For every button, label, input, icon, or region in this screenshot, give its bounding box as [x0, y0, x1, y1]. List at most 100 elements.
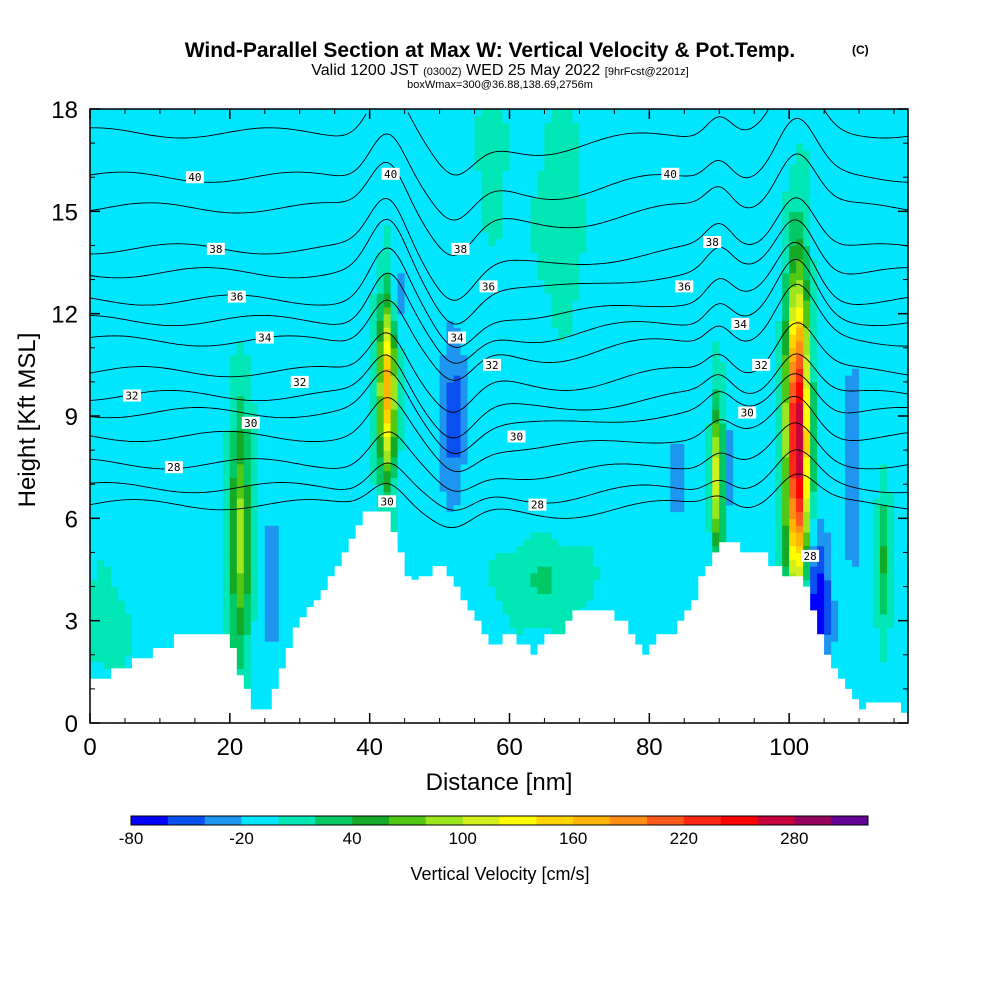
w-cell: [187, 245, 196, 253]
w-cell: [425, 497, 434, 506]
w-cell: [278, 627, 287, 635]
w-cell: [131, 450, 140, 458]
w-cell: [313, 497, 322, 506]
w-cell: [173, 197, 182, 206]
w-cell: [341, 361, 350, 369]
w-cell: [299, 443, 308, 451]
w-cell: [166, 320, 175, 328]
w-cell: [229, 531, 238, 540]
w-cell: [173, 115, 182, 124]
w-cell: [264, 422, 273, 431]
w-cell: [369, 238, 378, 247]
w-cell: [103, 511, 112, 519]
w-cell: [306, 115, 315, 124]
w-cell: [90, 531, 98, 540]
w-cell: [152, 115, 161, 124]
w-cell: [110, 204, 119, 212]
w-cell: [467, 190, 476, 199]
w-cell: [341, 252, 350, 260]
w-cell: [313, 136, 322, 144]
w-cell: [152, 286, 161, 294]
w-cell: [439, 402, 448, 410]
w-cell: [96, 340, 105, 349]
w-cell: [278, 265, 287, 274]
w-cell: [264, 470, 273, 478]
w-cell: [271, 559, 280, 567]
w-cell: [194, 566, 203, 574]
w-cell: [271, 429, 280, 438]
w-cell: [397, 361, 406, 369]
w-cell: [397, 450, 406, 458]
w-cell: [152, 109, 161, 117]
w-cell: [369, 361, 378, 369]
w-cell: [152, 190, 161, 199]
w-cell: [271, 149, 280, 158]
w-cell: [264, 293, 273, 301]
w-cell: [278, 416, 287, 424]
w-cell: [173, 204, 182, 212]
w-cell: [180, 422, 189, 431]
w-cell: [166, 545, 175, 554]
w-cell: [320, 381, 329, 390]
w-cell: [110, 184, 119, 192]
w-cell: [124, 443, 133, 451]
w-cell: [236, 381, 245, 390]
w-cell: [257, 675, 266, 683]
w-cell: [243, 572, 252, 581]
w-cell: [278, 620, 287, 629]
w-cell: [110, 511, 119, 519]
w-cell: [292, 218, 301, 226]
w-cell: [320, 402, 329, 410]
w-cell: [257, 695, 266, 704]
w-cell: [96, 279, 105, 287]
w-cell: [243, 197, 252, 206]
w-cell: [369, 306, 378, 315]
w-cell: [278, 531, 287, 540]
w-cell: [313, 245, 322, 253]
w-cell: [194, 511, 203, 519]
w-cell: [278, 381, 287, 390]
w-cell: [96, 347, 105, 356]
w-cell: [187, 265, 196, 274]
w-cell: [180, 286, 189, 294]
w-cell: [278, 190, 287, 199]
w-cell: [159, 313, 168, 322]
w-cell: [180, 409, 189, 417]
w-cell: [376, 429, 385, 438]
w-cell: [131, 354, 140, 363]
w-cell: [278, 334, 287, 342]
w-cell: [348, 211, 357, 219]
w-cell: [397, 163, 406, 171]
w-cell: [166, 443, 175, 451]
w-cell: [418, 538, 427, 547]
w-cell: [208, 436, 217, 444]
w-cell: [362, 429, 371, 438]
w-cell: [201, 149, 210, 158]
w-cell: [257, 368, 266, 376]
w-cell: [327, 238, 336, 247]
w-cell: [327, 279, 336, 287]
w-cell: [306, 422, 315, 431]
w-cell: [215, 613, 224, 622]
w-cell: [334, 197, 343, 206]
w-cell: [152, 368, 161, 376]
w-cell: [271, 484, 280, 492]
w-cell: [341, 381, 350, 390]
w-cell: [257, 143, 266, 151]
w-cell: [194, 218, 203, 226]
w-cell: [306, 320, 315, 328]
chart-title: Wind-Parallel Section at Max W: Vertical…: [185, 39, 796, 62]
w-cell: [124, 265, 133, 274]
w-cell: [306, 184, 315, 192]
w-cell: [264, 190, 273, 199]
w-cell: [138, 368, 147, 376]
w-cell: [250, 184, 259, 192]
w-cell: [327, 388, 336, 397]
w-cell: [96, 538, 105, 547]
w-cell: [271, 641, 280, 649]
w-cell: [236, 115, 245, 124]
w-cell: [257, 511, 266, 519]
w-cell: [474, 579, 483, 588]
w-cell: [313, 149, 322, 158]
w-cell: [264, 682, 273, 690]
